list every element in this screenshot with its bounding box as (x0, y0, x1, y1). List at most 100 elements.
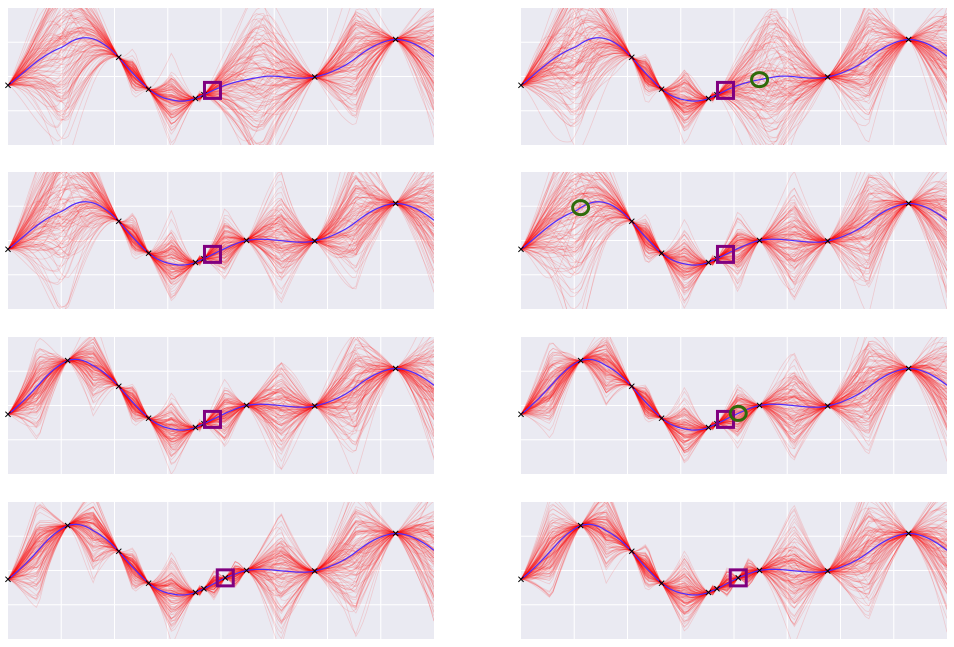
sample-path (521, 23, 947, 104)
observation-marker (5, 411, 11, 418)
sample-path (521, 515, 947, 599)
sample-path (521, 502, 947, 593)
sample-path (521, 337, 933, 428)
observation-marker (145, 415, 152, 422)
observation-marker (392, 365, 399, 372)
sample-path (8, 525, 434, 626)
sample-path (521, 8, 937, 99)
observation-marker (824, 74, 831, 80)
sample-path (8, 203, 434, 309)
sample-path (8, 525, 434, 602)
sample-path (8, 8, 434, 99)
sample-path (521, 179, 947, 263)
sample-path (521, 341, 947, 428)
sample-path (8, 348, 434, 428)
sample-path (8, 506, 434, 593)
sample-path (8, 525, 434, 628)
sample-path (8, 172, 434, 263)
sample-path (521, 510, 947, 607)
sample-path (8, 518, 434, 593)
sample-path (521, 360, 947, 462)
sample-path (521, 181, 947, 263)
sample-path (521, 186, 947, 263)
sample-path (521, 172, 947, 263)
subplot-7 (5, 502, 434, 639)
sample-path (521, 194, 947, 309)
sample-path (521, 8, 947, 99)
sample-path (521, 357, 947, 428)
sample-path (8, 513, 434, 593)
sample-path (521, 525, 947, 604)
sample-path (521, 502, 932, 593)
sample-path (521, 344, 947, 428)
sample-path (8, 8, 434, 99)
sample-path (521, 504, 947, 593)
sample-path (521, 351, 947, 429)
sample-path (8, 203, 434, 304)
sample-path (521, 525, 947, 626)
sample-path (521, 522, 947, 594)
sample-path (521, 337, 947, 429)
sample-path (8, 506, 434, 593)
sample-path (521, 518, 947, 594)
sample-path (521, 346, 947, 429)
sample-path (521, 518, 947, 593)
sample-path (8, 175, 434, 270)
sample-path (8, 8, 434, 99)
observation-marker (115, 548, 122, 555)
sample-path (8, 19, 434, 100)
sample-path (8, 39, 434, 145)
sample-path (8, 337, 434, 432)
sample-path (8, 175, 434, 276)
observation-marker (192, 589, 199, 596)
sample-path (8, 525, 434, 639)
sample-path (8, 525, 434, 602)
observation-marker (5, 576, 11, 583)
sample-path (8, 172, 434, 274)
sample-path (8, 39, 434, 129)
sample-path (8, 512, 434, 595)
sample-path (521, 525, 947, 608)
sample-path (521, 203, 947, 302)
sample-path (521, 525, 947, 628)
sample-path (8, 525, 434, 625)
observation-marker (628, 218, 635, 225)
sample-path (8, 360, 434, 474)
sample-path (521, 525, 947, 609)
sample-path (8, 39, 434, 122)
sample-path (8, 172, 426, 263)
sample-path (521, 360, 947, 453)
sample-path (521, 8, 947, 109)
sample-path (521, 185, 947, 276)
sample-path (8, 523, 434, 601)
sample-path (8, 355, 434, 428)
sample-path (8, 184, 434, 263)
sample-path (521, 203, 947, 284)
sample-path (521, 502, 935, 593)
observation-marker (392, 530, 399, 537)
sample-path (521, 203, 947, 298)
sample-path (521, 525, 947, 623)
sample-path (8, 172, 434, 263)
sample-path (8, 39, 434, 115)
sample-path (521, 525, 947, 614)
sample-path (8, 349, 434, 430)
sample-path (8, 186, 434, 263)
sample-path (8, 8, 434, 99)
sample-path (521, 521, 947, 594)
sample-path (521, 186, 947, 264)
sample-path (8, 8, 434, 99)
sample-path (8, 351, 434, 428)
sample-path (8, 338, 434, 428)
sample-path (8, 26, 434, 103)
sample-path (521, 172, 947, 263)
sample-path (8, 360, 434, 465)
sample-path (8, 523, 434, 595)
sample-path (8, 502, 434, 593)
sample-path (521, 39, 947, 145)
sample-path (521, 8, 947, 99)
sample-path (8, 184, 434, 263)
sample-path (8, 513, 434, 593)
sample-path (8, 8, 434, 99)
sample-path (8, 360, 434, 461)
